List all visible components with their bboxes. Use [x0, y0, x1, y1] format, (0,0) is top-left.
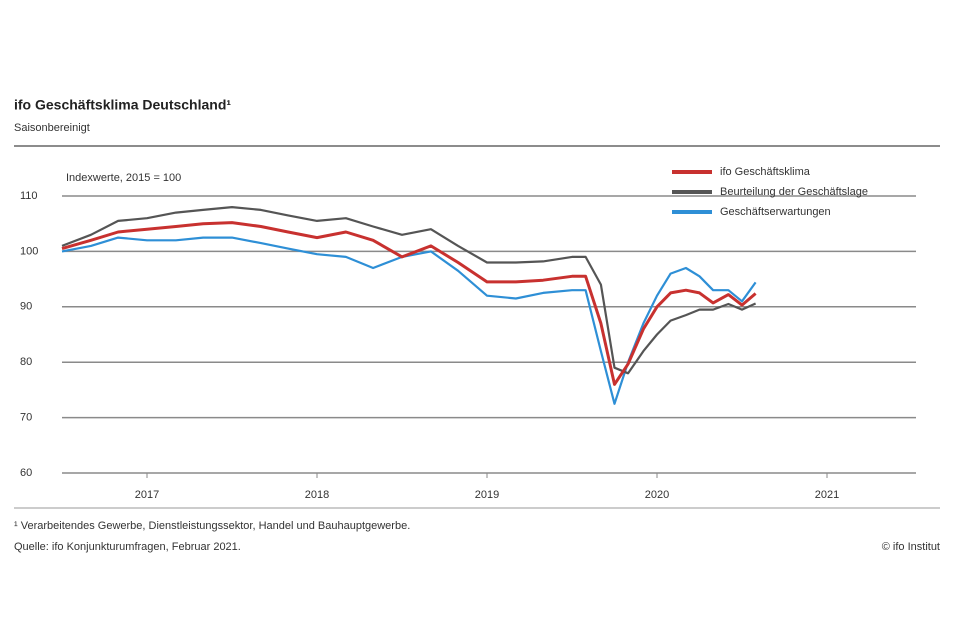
copyright: © ifo Institut — [882, 541, 940, 553]
source: Quelle: ifo Konjunkturumfragen, Februar … — [14, 541, 241, 553]
legend-label: Geschäftserwartungen — [720, 206, 831, 218]
x-tick-label: 2021 — [815, 489, 839, 501]
chart-title: ifo Geschäftsklima Deutschland¹ — [14, 97, 231, 113]
chart-subtitle: Saisonbereinigt — [14, 122, 90, 134]
series-line — [61, 236, 757, 405]
x-tick-label: 2017 — [135, 489, 159, 501]
series-line — [61, 221, 757, 386]
footnote: ¹ Verarbeitendes Gewerbe, Dienstleistung… — [14, 520, 410, 532]
y-tick-label: 80 — [20, 356, 32, 368]
series-line — [61, 206, 757, 375]
legend-label: Beurteilung der Geschäftslage — [720, 186, 868, 198]
y-tick-label: 90 — [20, 301, 32, 313]
y-tick-label: 100 — [20, 245, 38, 257]
y-tick-label: 60 — [20, 467, 32, 479]
y-tick-label: 110 — [20, 190, 38, 202]
x-tick-label: 2018 — [305, 489, 329, 501]
legend-label: ifo Geschäftsklima — [720, 166, 811, 178]
x-tick-label: 2020 — [645, 489, 669, 501]
annotation-box — [60, 168, 220, 188]
annotation: Indexwerte, 2015 = 100 — [66, 172, 181, 184]
y-tick-label: 70 — [20, 412, 32, 424]
x-tick-label: 2019 — [475, 489, 499, 501]
